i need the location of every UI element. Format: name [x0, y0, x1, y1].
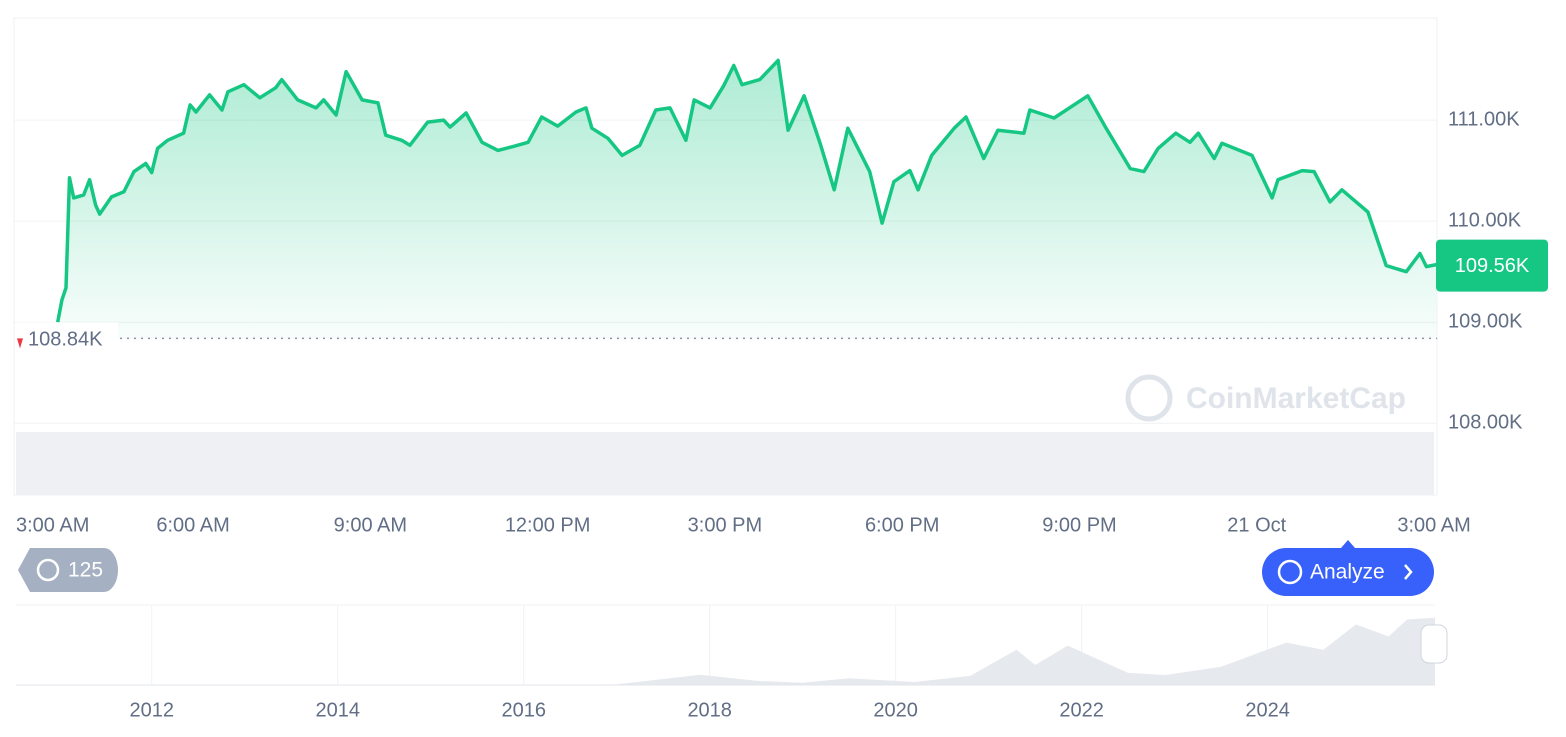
x-tick-label: 21 Oct	[1227, 514, 1286, 536]
history-count: 125	[68, 559, 103, 582]
navigator-handle[interactable]	[1420, 624, 1448, 664]
analyze-chevron	[1404, 564, 1413, 580]
watermark: CoinMarketCap	[1186, 382, 1406, 415]
x-tick-label: 3:00 AM	[16, 514, 89, 536]
x-tick-label: 9:00 PM	[1042, 514, 1116, 536]
y-tick-label: 111.00K	[1448, 108, 1520, 130]
x-tick-label: 2016	[501, 699, 546, 721]
history-icon	[36, 558, 60, 582]
x-tick-label: 6:00 PM	[865, 514, 939, 536]
analyze-pointer	[1341, 540, 1355, 548]
x-tick-label: 9:00 AM	[334, 514, 407, 536]
last-value-label: 109.56K	[1455, 255, 1530, 277]
reference-label-bg	[16, 322, 118, 355]
x-tick-label: 2012	[130, 699, 175, 721]
x-tick-label: 2024	[1245, 699, 1290, 721]
reference-label: 108.84K	[28, 329, 103, 351]
x-tick-label: 6:00 AM	[156, 514, 229, 536]
main-chart: 3:00 AM 6:00 AM 9:00 AM 12:00 PM 3:00 PM 6:00…	[14, 58, 1548, 536]
x-tick-label: 12:00 PM	[505, 514, 591, 536]
analyze-button[interactable]	[1262, 548, 1434, 596]
history-button[interactable]	[18, 548, 118, 592]
last-value-badge	[1436, 239, 1548, 292]
analyze-label: Analyze	[1310, 561, 1385, 584]
x-tick-label: 2020	[873, 699, 918, 721]
y-tick-label: 109.00K	[1448, 310, 1523, 332]
y-tick-label: 108.00K	[1448, 412, 1523, 434]
reference-marker	[17, 338, 23, 349]
watermark-logo	[1125, 374, 1173, 422]
navigator: 2012 2014 2016 2018 2020 2022 2024	[16, 604, 1435, 721]
x-tick-label: 3:00 PM	[688, 514, 762, 536]
history-area	[21, 617, 1435, 685]
analyze-icon	[1277, 559, 1303, 585]
volume-band	[16, 432, 1434, 495]
x-tick-label: 2018	[687, 699, 732, 721]
x-tick-label: 2022	[1059, 699, 1104, 721]
y-tick-label: 110.00K	[1448, 209, 1522, 231]
x-tick-label: 2014	[315, 699, 360, 721]
price-line	[55, 58, 1437, 323]
price-area	[57, 60, 1437, 339]
x-tick-label: 3:00 AM	[1397, 514, 1470, 536]
